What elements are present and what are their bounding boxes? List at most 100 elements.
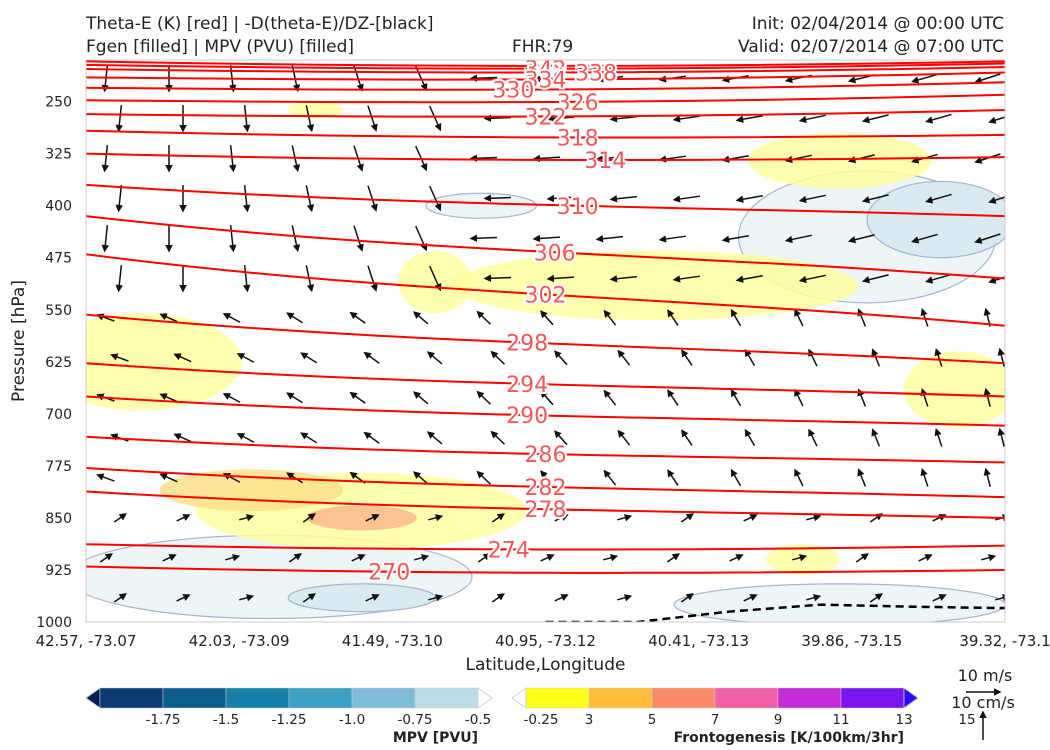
colorbar-extend-right — [477, 687, 493, 709]
wind-arrow — [159, 393, 178, 403]
colorbar-label: MPV [PVU] — [393, 730, 478, 746]
colorbar-tick-label: -0.75 — [398, 712, 433, 728]
frontogenesis-region — [159, 469, 344, 511]
theta-e-contour — [86, 152, 1005, 161]
wind-arrow — [426, 431, 443, 445]
x-tick-label: 39.32, -73.1 — [959, 632, 1050, 650]
theta-e-contour — [86, 253, 1005, 327]
wind-arrow — [415, 145, 428, 172]
wind-arrow — [99, 553, 113, 563]
colorbar-segment — [288, 687, 353, 709]
theta-e-contour-label: 302 — [525, 284, 567, 309]
wind-arrow — [476, 310, 491, 325]
wind-arrow — [617, 594, 633, 602]
valid-time-label: Valid: 02/07/2014 @ 07:00 UTC — [738, 37, 1004, 57]
theta-e-contour — [86, 466, 1005, 499]
wind-arrow — [491, 513, 505, 523]
wind-arrow — [173, 433, 192, 443]
wind-arrow — [792, 554, 808, 562]
wind-arrow — [617, 514, 633, 522]
wind-arrow — [415, 225, 428, 252]
colorbar-tick-label: 3 — [585, 712, 594, 728]
wind-arrow — [412, 311, 429, 325]
reference-horizontal-label: 10 m/s — [958, 666, 1013, 685]
wind-arrow — [672, 115, 700, 123]
wind-arrow — [981, 554, 997, 562]
wind-arrow — [911, 73, 938, 84]
wind-arrow — [115, 184, 123, 213]
wind-arrow — [806, 514, 822, 522]
wind-arrow — [808, 348, 818, 367]
wind-arrow — [351, 554, 366, 562]
wind-arrow — [871, 348, 881, 367]
wind-arrow — [539, 310, 554, 326]
colorbar-tick-label: 9 — [774, 712, 783, 728]
theta-e-contour — [86, 81, 1005, 91]
theta-e-contour — [86, 62, 1005, 70]
wind-arrow — [532, 234, 561, 243]
wind-arrow — [609, 195, 638, 203]
wind-arrow — [222, 313, 241, 323]
wind-arrow — [239, 514, 255, 522]
colorbar-tick-label: 5 — [648, 712, 657, 728]
wind-arrow — [236, 433, 255, 443]
theta-e-contour-label: 282 — [525, 476, 567, 501]
theta-e-contour-label: 322 — [525, 106, 567, 131]
chart-title-line-2: Fgen [filled] | MPV (PVU) [filled] — [86, 37, 355, 57]
theta-e-contour-label: 330 — [492, 79, 534, 104]
x-tick-label: 41.49, -73.10 — [342, 632, 443, 650]
wind-arrow — [305, 105, 315, 133]
wind-arrow — [667, 469, 679, 486]
wind-arrow — [730, 468, 742, 487]
wind-arrow — [429, 105, 442, 132]
colorbar-tick-label: -0.5 — [465, 712, 491, 728]
wind-arrow — [869, 593, 883, 603]
mpv-region — [866, 180, 1005, 259]
theta-e-contour-label: 342 — [525, 58, 567, 83]
wind-arrow — [672, 275, 700, 283]
wind-arrow — [681, 349, 693, 366]
wind-arrow — [236, 353, 255, 363]
wind-arrow — [784, 234, 812, 244]
wind-arrow — [243, 104, 251, 133]
wind-arrow — [476, 470, 491, 485]
wind-arrow — [302, 513, 316, 523]
wind-arrow — [288, 553, 302, 563]
wind-arrow — [286, 392, 304, 404]
colorbar-extend-right — [903, 687, 919, 709]
colorbar-tick-label: -1.5 — [213, 712, 239, 728]
wind-arrow — [794, 388, 804, 407]
wind-arrow — [349, 311, 366, 324]
wind-arrow — [603, 389, 617, 406]
wind-arrow — [861, 274, 889, 284]
theta-e-contour — [86, 129, 1005, 139]
wind-arrow — [847, 234, 875, 244]
frontogenesis-region — [903, 351, 1005, 428]
wind-arrow — [609, 275, 638, 283]
wind-arrow — [483, 114, 512, 122]
theta-e-contour-label: 270 — [368, 561, 410, 586]
wind-arrow — [113, 513, 127, 523]
theta-e-contour — [86, 183, 1005, 218]
wind-arrow — [918, 554, 933, 562]
wind-arrow — [743, 514, 758, 522]
wind-arrow — [617, 349, 631, 366]
colorbar-segment — [777, 687, 842, 709]
wind-arrow — [291, 225, 301, 253]
wind-arrow — [367, 265, 378, 292]
theta-e-contour-label: 306 — [534, 241, 576, 266]
wind-arrow — [988, 116, 1005, 124]
wind-arrow — [735, 115, 763, 123]
wind-arrow — [871, 428, 881, 447]
colorbar-segment — [414, 687, 479, 709]
y-tick-label: 250 — [45, 95, 72, 111]
wind-arrow — [672, 195, 700, 203]
plot-frame — [85, 59, 1006, 623]
y-axis-label: Pressure [hPa] — [9, 280, 29, 402]
colorbar-segment — [162, 687, 227, 709]
y-tick-label: 400 — [45, 199, 72, 215]
colorbar-segment — [588, 687, 653, 709]
